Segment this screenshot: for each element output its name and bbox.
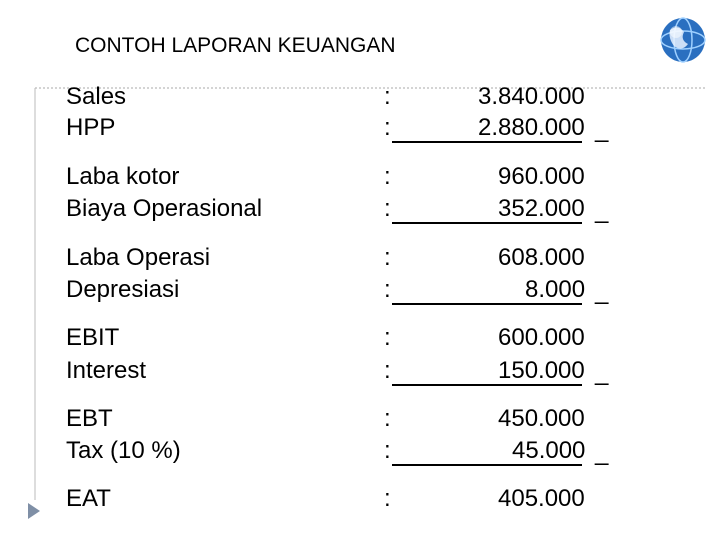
separator: :: [384, 405, 391, 432]
row-label: Laba Operasi: [66, 244, 211, 271]
subtract-mark: _: [595, 197, 609, 224]
underline: [392, 141, 582, 143]
row-value: 2.880.000: [478, 114, 585, 141]
globe-icon: [660, 17, 706, 63]
separator: :: [384, 276, 391, 303]
row-value: 150.000: [498, 357, 585, 384]
row-label: Interest: [66, 357, 147, 384]
separator: :: [384, 324, 391, 351]
row-value: 45.000: [512, 437, 586, 464]
row-value: 600.000: [498, 324, 585, 351]
subtract-mark: _: [595, 116, 609, 143]
row-value: 8.000: [525, 276, 586, 303]
row-label: HPP: [66, 114, 116, 141]
row-label: EAT: [66, 485, 111, 512]
separator: :: [384, 114, 391, 141]
underline: [392, 384, 582, 386]
separator: :: [384, 163, 391, 190]
row-value: 3.840.000: [478, 83, 585, 110]
separator: :: [384, 244, 391, 271]
separator: :: [384, 195, 391, 222]
row-label: Laba kotor: [66, 163, 180, 190]
row-value: 450.000: [498, 405, 585, 432]
separator: :: [384, 437, 391, 464]
subtract-mark: _: [595, 278, 609, 305]
row-label: EBT: [66, 405, 113, 432]
row-value: 608.000: [498, 244, 585, 271]
bullet-arrow: [28, 503, 40, 519]
underline: [392, 222, 582, 224]
row-label: Depresiasi: [66, 276, 180, 303]
row-label: EBIT: [66, 324, 120, 351]
underline: [392, 464, 582, 466]
row-value: 352.000: [498, 195, 585, 222]
row-label: Tax (10 %): [66, 437, 181, 464]
subtract-mark: _: [595, 359, 609, 386]
row-value: 960.000: [498, 163, 585, 190]
underline: [392, 303, 582, 305]
slide-title: CONTOH LAPORAN KEUANGAN: [75, 34, 396, 57]
row-value: 405.000: [498, 485, 585, 512]
separator: :: [384, 357, 391, 384]
row-label: Sales: [66, 83, 127, 110]
separator: :: [384, 485, 391, 512]
subtract-mark: _: [595, 439, 609, 466]
separator: :: [384, 83, 391, 110]
row-label: Biaya Operasional: [66, 195, 263, 222]
